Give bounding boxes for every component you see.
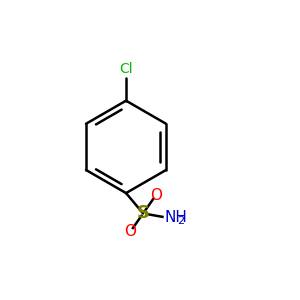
Text: Cl: Cl [119,62,133,76]
Text: O: O [124,224,136,239]
Text: 2: 2 [177,216,184,226]
Text: NH: NH [165,210,188,225]
Text: S: S [136,204,150,222]
Text: O: O [150,188,162,203]
